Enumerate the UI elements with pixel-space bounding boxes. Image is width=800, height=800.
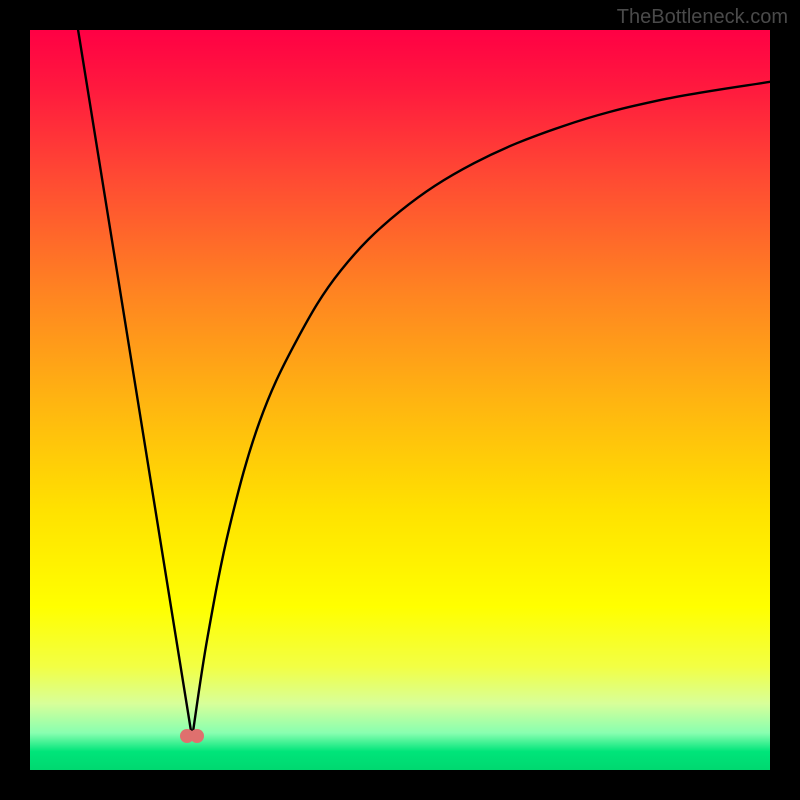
plot-area [30, 30, 770, 770]
watermark-text: TheBottleneck.com [617, 6, 788, 29]
vertex-marker-1 [190, 729, 204, 743]
bottleneck-curve [30, 30, 770, 770]
